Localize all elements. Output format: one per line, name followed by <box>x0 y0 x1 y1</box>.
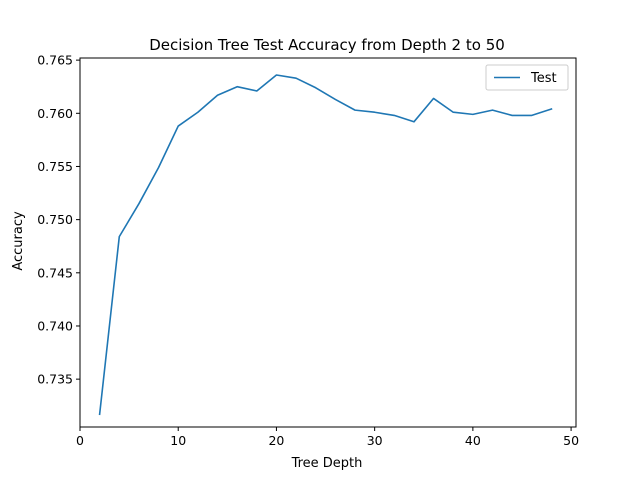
y-tick-label: 0.745 <box>37 265 73 280</box>
y-tick-label: 0.755 <box>37 159 73 174</box>
y-tick-label: 0.765 <box>37 53 73 68</box>
y-tick-label: 0.740 <box>37 318 73 333</box>
y-axis-label: Accuracy <box>11 211 26 271</box>
x-tick-label: 20 <box>268 433 284 448</box>
series-line-0 <box>98 74 553 416</box>
x-tick-label: 10 <box>170 433 186 448</box>
legend-label: Test <box>530 71 557 86</box>
x-axis-label: Tree Depth <box>291 456 363 471</box>
legend-box <box>485 64 569 91</box>
x-tick-label: 30 <box>367 433 383 448</box>
y-tick-label: 0.760 <box>37 106 73 121</box>
x-tick-label: 50 <box>563 433 579 448</box>
y-tick-label: 0.735 <box>37 372 73 387</box>
plot-frame <box>79 57 577 428</box>
plot-area: 0 10 20 30 40 50 0.735 0.740 0.745 0.750 0.755 0.76… <box>37 53 579 448</box>
x-tick-label: 0 <box>76 433 84 448</box>
x-tick-label: 40 <box>465 433 481 448</box>
chart-title: Decision Tree Test Accuracy from Depth 2… <box>149 36 505 54</box>
y-tick-label: 0.750 <box>37 212 73 227</box>
